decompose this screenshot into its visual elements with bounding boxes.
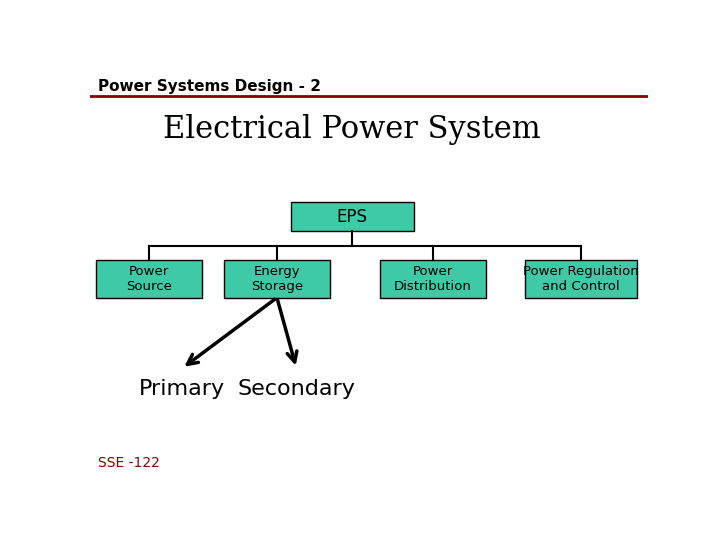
FancyBboxPatch shape bbox=[380, 260, 486, 298]
Text: Power
Distribution: Power Distribution bbox=[395, 265, 472, 293]
FancyBboxPatch shape bbox=[291, 202, 413, 231]
Text: Energy
Storage: Energy Storage bbox=[251, 265, 303, 293]
Text: EPS: EPS bbox=[337, 207, 368, 226]
Text: Power
Source: Power Source bbox=[126, 265, 171, 293]
Text: SSE -122: SSE -122 bbox=[99, 456, 161, 470]
Text: Power Regulation
and Control: Power Regulation and Control bbox=[523, 265, 639, 293]
FancyBboxPatch shape bbox=[96, 260, 202, 298]
Text: Power Systems Design - 2: Power Systems Design - 2 bbox=[99, 79, 321, 94]
Text: Secondary: Secondary bbox=[238, 379, 356, 399]
FancyBboxPatch shape bbox=[526, 260, 637, 298]
Text: Primary: Primary bbox=[139, 379, 225, 399]
FancyBboxPatch shape bbox=[224, 260, 330, 298]
Text: Electrical Power System: Electrical Power System bbox=[163, 114, 541, 145]
